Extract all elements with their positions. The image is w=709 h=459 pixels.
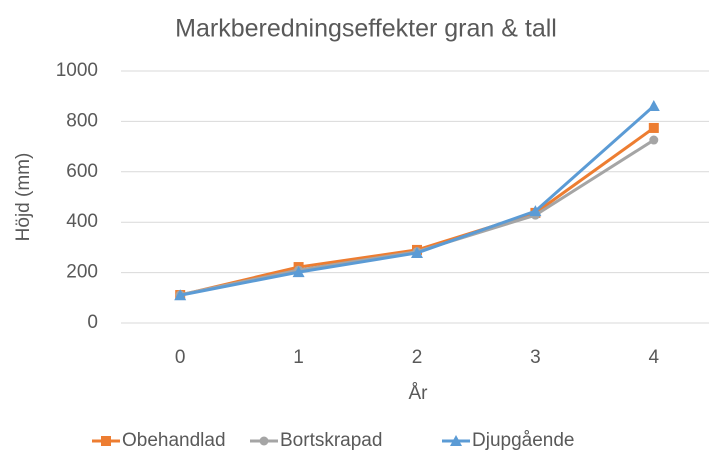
y-tick-label: 400 bbox=[66, 211, 98, 232]
marker bbox=[648, 122, 659, 133]
y-axis-label: Höjd (mm) bbox=[13, 153, 34, 242]
marker bbox=[259, 436, 269, 446]
legend-label: Djupgående bbox=[472, 430, 574, 451]
marker bbox=[292, 266, 305, 278]
marker bbox=[411, 246, 423, 258]
marker bbox=[174, 289, 187, 301]
legend-label: Bortskrapad bbox=[280, 430, 382, 451]
x-tick-label: 2 bbox=[412, 347, 423, 368]
y-tick-label: 1000 bbox=[56, 60, 98, 81]
x-tick-label: 1 bbox=[293, 347, 304, 368]
x-tick-label: 4 bbox=[649, 347, 660, 368]
y-tick-label: 600 bbox=[66, 161, 98, 182]
x-tick-label: 3 bbox=[530, 347, 541, 368]
series-line bbox=[179, 138, 655, 297]
y-tick-label: 200 bbox=[66, 262, 98, 283]
y-tick-label: 0 bbox=[87, 312, 98, 333]
x-axis-label: År bbox=[409, 383, 429, 404]
series-line bbox=[179, 104, 655, 297]
legend-label: Obehandlad bbox=[122, 430, 226, 451]
chart-title: Markberedningseffekter gran & tall bbox=[175, 15, 557, 43]
marker bbox=[101, 436, 111, 446]
marker bbox=[529, 205, 542, 217]
marker bbox=[647, 100, 660, 112]
marker bbox=[649, 135, 659, 145]
x-tick-label: 0 bbox=[175, 347, 186, 368]
marker bbox=[450, 435, 462, 446]
series-line bbox=[179, 126, 655, 297]
y-tick-label: 800 bbox=[66, 110, 98, 131]
